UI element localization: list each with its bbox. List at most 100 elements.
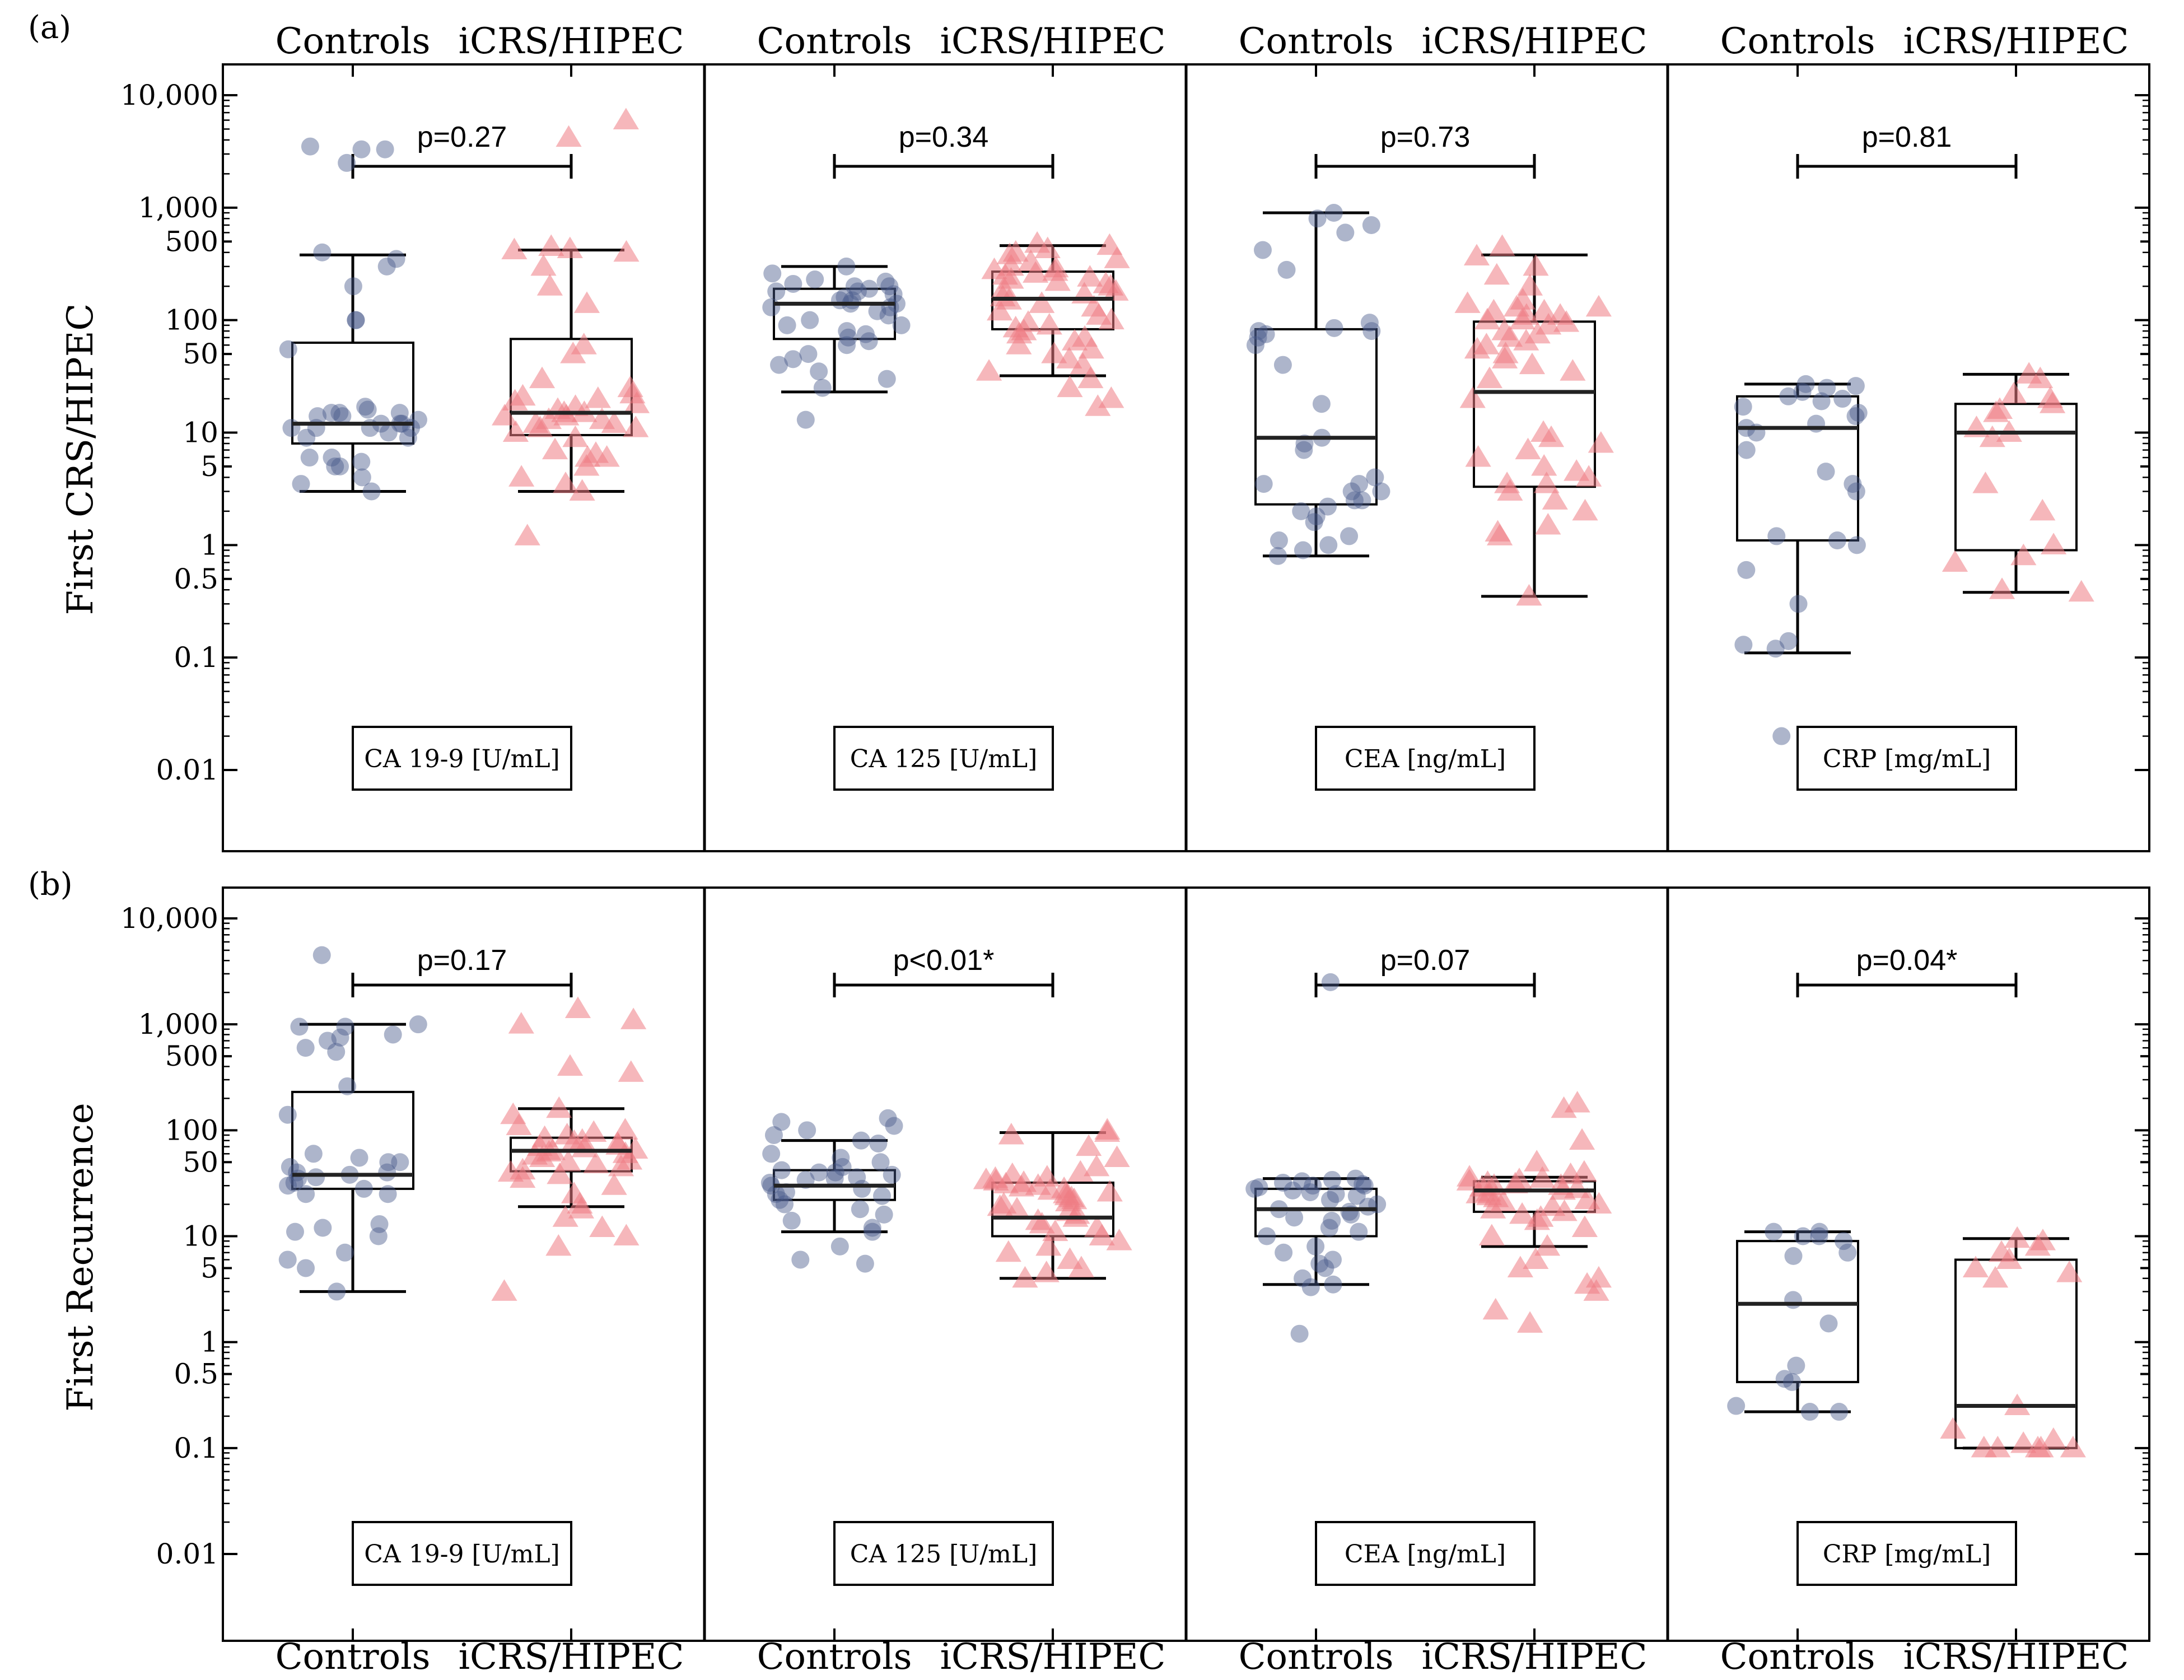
data-point-controls <box>839 328 857 347</box>
data-point-icrs <box>1104 246 1130 268</box>
controls-group <box>279 137 427 501</box>
data-point-controls <box>1353 491 1371 510</box>
data-point-icrs <box>1041 342 1067 363</box>
data-point-controls <box>860 332 878 351</box>
data-point-controls <box>853 1179 871 1198</box>
data-point-icrs <box>1474 307 1501 330</box>
data-point-icrs <box>529 1145 556 1167</box>
data-point-icrs <box>552 1205 578 1227</box>
data-point-controls <box>309 407 327 426</box>
data-point-controls <box>292 475 310 493</box>
data-point-controls <box>799 345 818 363</box>
data-point-icrs <box>1061 329 1088 351</box>
data-point-controls <box>848 282 867 301</box>
y-tick-label: 500 <box>165 225 218 258</box>
data-point-icrs <box>557 236 583 258</box>
data-point-controls <box>399 428 417 447</box>
controls-group <box>1245 973 1387 1343</box>
data-point-icrs <box>1496 325 1523 347</box>
data-point-icrs <box>1983 400 2009 422</box>
data-point-icrs <box>2024 1234 2051 1256</box>
data-point-controls <box>1307 507 1326 526</box>
data-point-controls <box>326 457 344 475</box>
data-point-icrs <box>573 291 600 313</box>
data-point-controls <box>369 1227 388 1245</box>
data-point-icrs <box>1940 1417 1966 1439</box>
data-point-controls <box>869 1134 888 1152</box>
data-point-icrs <box>1972 472 1999 493</box>
data-point-controls <box>313 243 332 262</box>
data-point-icrs <box>2001 381 2027 404</box>
data-point-icrs <box>1962 1256 1989 1277</box>
data-point-icrs <box>1483 263 1510 285</box>
category-label: iCRS/HIPEC <box>1903 21 2129 62</box>
data-point-icrs <box>2004 1226 2031 1248</box>
data-point-controls <box>1819 1314 1838 1333</box>
data-point-controls <box>307 1168 325 1187</box>
data-point-controls <box>279 340 297 358</box>
data-point-icrs <box>573 454 600 476</box>
data-point-icrs <box>1583 1279 1609 1301</box>
data-point-controls <box>297 428 316 447</box>
data-point-controls <box>1306 1237 1325 1256</box>
controls-group <box>1734 375 1868 745</box>
data-point-icrs <box>2060 1435 2086 1458</box>
data-point-controls <box>350 1149 368 1167</box>
data-point-icrs <box>1523 254 1549 276</box>
data-point-controls <box>1270 531 1288 550</box>
data-point-controls <box>1800 1403 1819 1421</box>
category-label: Controls <box>1239 1636 1394 1678</box>
data-point-controls <box>304 1145 323 1163</box>
icrs-group <box>1454 234 1614 606</box>
data-point-controls <box>784 350 802 368</box>
data-point-controls <box>1293 1172 1312 1191</box>
data-point-icrs <box>1523 1247 1549 1269</box>
data-point-controls <box>1835 1232 1853 1250</box>
marker-label: CRP [mg/mL] <box>1823 745 1991 773</box>
data-point-controls <box>338 1077 357 1095</box>
data-point-icrs <box>620 1007 647 1029</box>
marker-label-box <box>833 1521 1054 1586</box>
data-point-controls <box>879 306 898 325</box>
data-point-controls <box>1245 1179 1264 1198</box>
data-point-controls <box>860 279 879 298</box>
data-point-controls <box>778 316 796 334</box>
data-point-controls <box>285 1173 304 1192</box>
data-point-icrs <box>508 465 535 487</box>
data-point-icrs <box>2040 1427 2066 1449</box>
data-point-controls <box>1284 1181 1302 1200</box>
data-point-icrs <box>1454 291 1481 313</box>
data-point-icrs <box>1476 366 1503 389</box>
data-point-controls <box>806 270 824 289</box>
data-point-icrs <box>545 1234 572 1256</box>
data-point-icrs <box>547 1162 573 1184</box>
data-point-controls <box>376 140 394 158</box>
data-point-icrs <box>1517 1311 1543 1333</box>
data-point-icrs <box>1560 359 1586 381</box>
data-point-icrs <box>1104 1145 1130 1167</box>
data-point-controls <box>838 322 856 340</box>
data-point-icrs <box>1044 269 1071 291</box>
data-point-controls <box>772 1161 791 1179</box>
subpanel-2: Controls iCRS/HIPEC p<0.01* CA 125 [U/mL] <box>757 944 1166 1678</box>
data-point-controls <box>810 362 828 381</box>
data-point-controls <box>344 277 362 296</box>
data-point-controls <box>1366 468 1384 487</box>
data-point-icrs <box>1534 1234 1561 1256</box>
y-tick-label: 100 <box>165 1114 218 1146</box>
data-point-icrs <box>1586 1192 1612 1214</box>
data-point-icrs <box>2039 391 2066 413</box>
data-point-controls <box>771 1191 789 1209</box>
data-point-icrs <box>2029 498 2056 521</box>
data-point-controls <box>1350 475 1369 493</box>
data-point-controls <box>852 1131 870 1150</box>
y-tick-label: 10,000 <box>120 902 218 935</box>
data-point-icrs <box>1942 550 1968 572</box>
data-point-controls <box>323 449 341 467</box>
data-point-controls <box>1793 382 1812 401</box>
data-point-controls <box>1323 1250 1342 1269</box>
data-point-controls <box>1305 513 1323 531</box>
data-point-controls <box>863 1222 881 1241</box>
y-tick-label: 1 <box>200 529 218 561</box>
data-point-icrs <box>1576 465 1602 487</box>
